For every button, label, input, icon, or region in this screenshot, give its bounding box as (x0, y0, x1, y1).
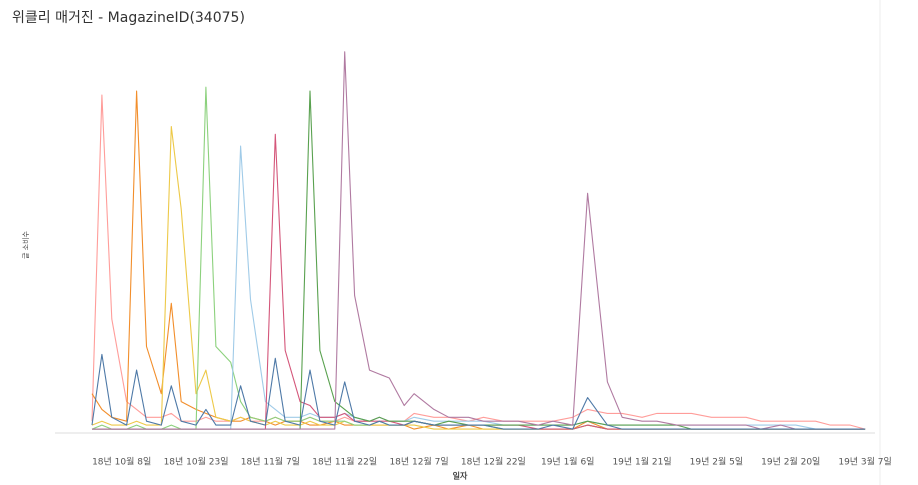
series-line (92, 145, 866, 430)
x-tick-label: 19년 1월 21일 (612, 456, 671, 468)
series-line (91, 125, 866, 430)
series-line (92, 51, 866, 430)
x-tick-label: 18년 12월 7일 (389, 456, 448, 468)
x-tick-label: 19년 2월 5일 (690, 456, 743, 468)
series-line (92, 133, 866, 430)
x-tick-label: 19년 3월 7일 (838, 456, 891, 468)
x-tick-label: 18년 12월 22일 (461, 456, 526, 468)
x-tick-label: 18년 11월 7일 (241, 456, 300, 468)
x-tick-label: 19년 1월 6일 (541, 456, 594, 468)
x-tick-label: 18년 11월 22일 (312, 456, 377, 468)
x-tick-label: 19년 2월 20일 (761, 456, 820, 468)
x-axis-title: 일자 (453, 471, 468, 481)
chart-title: 위클리 매거진 - MagazineID(34075) (12, 10, 245, 26)
series-line (91, 353, 866, 430)
x-tick-label: 18년 10월 8일 (92, 456, 151, 468)
x-tick-label: 18년 10월 23일 (164, 456, 229, 468)
y-axis-title: 글 소비수 (21, 230, 30, 259)
